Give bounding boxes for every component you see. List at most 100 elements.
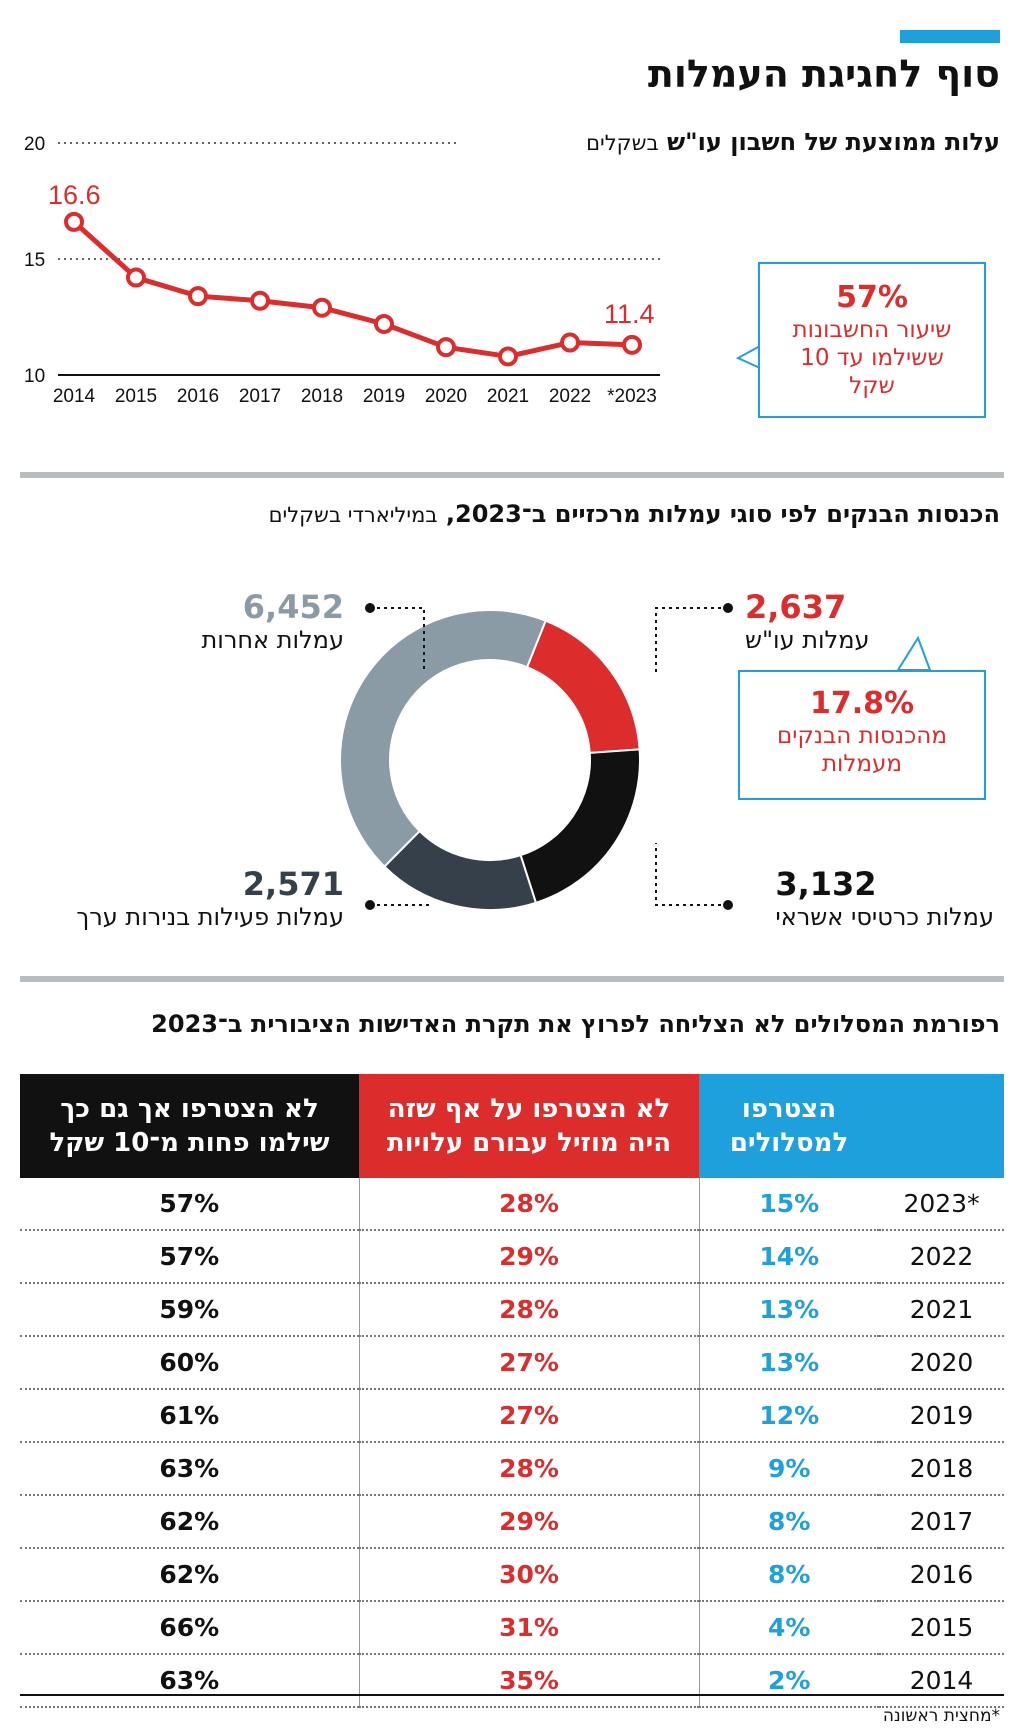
leader-dot-securities (365, 900, 375, 910)
cell-not-joined-paid-less: 60% (20, 1336, 359, 1390)
cell-not-joined-paid-less: 59% (20, 1283, 359, 1337)
row-year: 2017 (879, 1495, 1004, 1549)
x-tick-label: *2023 (607, 386, 657, 407)
slice-checking (525, 619, 641, 755)
y-tick-label: 10 (24, 366, 45, 387)
line-chart: 10 15 20 2014 2015 2016 2017 2018 2019 2020 2021 2… (24, 134, 761, 407)
line-series (72, 220, 633, 359)
data-point (188, 286, 208, 307)
row-year: *2023 (879, 1178, 1004, 1231)
slice-name-checking: עמלות עו"ש (745, 626, 870, 654)
divider (20, 976, 1004, 982)
table-row: 2022 14% 29% 57% (20, 1230, 1004, 1284)
leader-dot-credit (723, 900, 733, 910)
y-tick-label: 20 (24, 134, 45, 155)
cell-not-joined-paid-less: 62% (20, 1548, 359, 1602)
slice-label-credit: 3,132 עמלות כרטיסי אשראי (775, 865, 994, 931)
cell-not-joined-cheaper: 28% (358, 1178, 699, 1231)
table-row: 2021 13% 28% 59% (20, 1283, 1004, 1337)
slice-other (339, 609, 547, 868)
slice-name-securities: עמלות פעילות בנירות ערך (76, 903, 344, 931)
donut-chart-title: הכנסות הבנקים לפי סוגי עמלות מרכזיים ב־2… (269, 500, 1000, 528)
data-point (498, 346, 518, 367)
cell-not-joined-paid-less: 63% (20, 1654, 359, 1708)
row-year: 2018 (879, 1442, 1004, 1496)
x-tick-label: 2016 (177, 386, 219, 407)
cell-joined: 13% (698, 1336, 879, 1390)
cell-not-joined-cheaper: 28% (358, 1283, 699, 1337)
data-point (560, 332, 580, 353)
slice-label-checking: 2,637 עמלות עו"ש (745, 588, 995, 654)
cell-joined: 14% (698, 1230, 879, 1284)
slice-value-checking: 2,637 (745, 588, 847, 626)
page-title: סוף לחגיגת העמלות (647, 52, 1000, 96)
header-not-joined-paid-less: לא הצטרפו אך גם כך שילמו פחות מ־10 שקל (20, 1074, 359, 1178)
table-row: *2023 15% 28% 57% (20, 1178, 1004, 1231)
x-tick-label: 2022 (549, 386, 591, 407)
donut-chart-unit: במיליארדי בשקלים (268, 503, 438, 527)
data-table: הצטרפו למסלולים לא הצטרפו על אף שזה היה … (20, 1074, 1004, 1708)
table-row: 2019 12% 27% 61% (20, 1389, 1004, 1443)
row-year: 2020 (879, 1336, 1004, 1390)
cell-joined: 2% (698, 1654, 879, 1708)
line-chart-title: עלות ממוצעת של חשבון עו"ש בשקלים (586, 128, 1000, 156)
cell-not-joined-paid-less: 62% (20, 1495, 359, 1549)
line-callout: 57% שיעור החשבונות ששילמו עד 10 שקל (758, 262, 986, 418)
cell-not-joined-cheaper: 29% (358, 1495, 699, 1549)
leader-line-credit (655, 843, 728, 906)
x-tick-label: 2019 (363, 386, 405, 407)
accent-bar (900, 30, 1000, 43)
slice-name-credit: עמלות כרטיסי אשראי (775, 903, 994, 931)
row-year: 2014 (879, 1654, 1004, 1708)
leader-dot-other (365, 603, 375, 613)
cell-joined: 13% (698, 1283, 879, 1337)
data-point (436, 337, 456, 358)
x-tick-label: 2018 (301, 386, 343, 407)
slice-label-other: 6,452 עמלות אחרות (202, 588, 345, 654)
cell-not-joined-cheaper: 29% (358, 1230, 699, 1284)
footnote: *מחצית ראשונה (882, 1706, 1000, 1726)
table-header-row: הצטרפו למסלולים לא הצטרפו על אף שזה היה … (20, 1074, 1004, 1178)
table-row: 2020 13% 27% 60% (20, 1336, 1004, 1390)
leader-line-checking (655, 607, 728, 675)
header-year (879, 1074, 1004, 1178)
callout-pointer (735, 344, 761, 370)
donut-callout: 17.8% מהכנסות הבנקים מעמלות (738, 670, 986, 800)
slice-value-securities: 2,571 (242, 865, 344, 903)
row-year: 2019 (879, 1389, 1004, 1443)
cell-joined: 8% (698, 1495, 879, 1549)
slice-label-securities: 2,571 עמלות פעילות בנירות ערך (76, 865, 344, 931)
donut-chart-title-text: הכנסות הבנקים לפי סוגי עמלות מרכזיים ב־2… (445, 500, 1000, 528)
cell-not-joined-cheaper: 27% (358, 1389, 699, 1443)
cell-joined: 9% (698, 1442, 879, 1496)
row-year: 2021 (879, 1283, 1004, 1337)
callout-pct: 57% (836, 280, 908, 315)
table-row: 2018 9% 28% 63% (20, 1442, 1004, 1496)
table-row: 2015 4% 31% 66% (20, 1601, 1004, 1655)
data-point (622, 334, 642, 355)
cell-joined: 8% (698, 1548, 879, 1602)
leader-dot-checking (723, 603, 733, 613)
cell-not-joined-cheaper: 31% (358, 1601, 699, 1655)
data-point (126, 267, 146, 288)
cell-not-joined-paid-less: 66% (20, 1601, 359, 1655)
slice-value-credit: 3,132 (775, 865, 877, 903)
line-chart-title-text: עלות ממוצעת של חשבון עו"ש (666, 128, 1000, 156)
x-tick-label: 2015 (115, 386, 157, 407)
row-year: 2016 (879, 1548, 1004, 1602)
first-data-label: 16.6 (48, 180, 101, 210)
table-title: רפורמת המסלולים לא הצליחה לפרוץ את תקרת … (151, 1010, 1000, 1038)
donut-callout-pct: 17.8% (809, 686, 915, 721)
table-bottom-line (20, 1694, 1004, 1696)
cell-not-joined-paid-less: 57% (20, 1230, 359, 1284)
data-point (250, 290, 270, 311)
cell-joined: 15% (698, 1178, 879, 1231)
table-row: 2017 8% 29% 62% (20, 1495, 1004, 1549)
last-data-label: 11.4 (604, 299, 655, 329)
donut-chart (339, 603, 932, 911)
x-tick-label: 2017 (239, 386, 281, 407)
table-row: 2016 8% 30% 62% (20, 1548, 1004, 1602)
data-point (64, 211, 84, 232)
cell-not-joined-paid-less: 57% (20, 1178, 359, 1231)
callout-line-2: ששילמו עד 10 (800, 345, 944, 371)
